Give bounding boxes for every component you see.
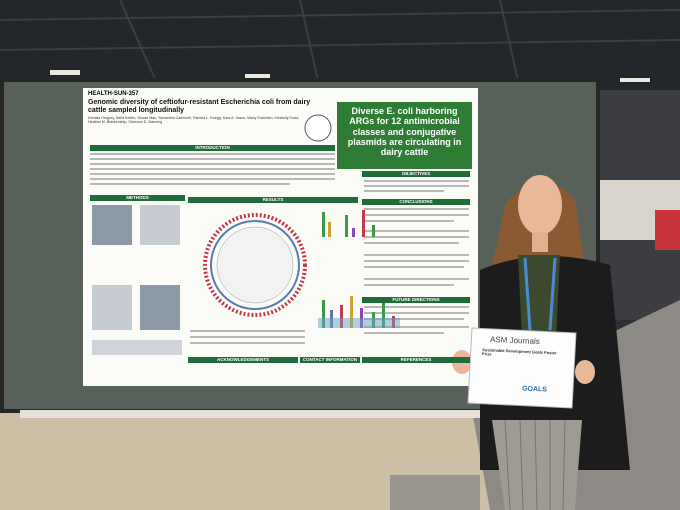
section-heading: OBJECTIVES	[362, 171, 470, 177]
poster-headline: Diverse E. coli harboring ARGs for 12 an…	[347, 106, 462, 158]
section-heading: RESULTS	[188, 197, 358, 203]
section-heading: INTRODUCTION	[90, 145, 335, 151]
poster-authors: Denalia Gregory, Nelia Kettler, Xincan M…	[88, 116, 300, 124]
section-heading: REFERENCES	[362, 357, 470, 363]
section-heading: FUTURE DIRECTIONS	[362, 297, 470, 303]
certificate-goals: GOALS	[521, 385, 548, 394]
section-heading: CONTACT INFORMATION	[300, 357, 360, 363]
section-heading: ACKNOWLEDGEMENTS	[188, 357, 298, 363]
section-heading: METHODS	[90, 195, 185, 201]
section-heading: CONCLUSIONS	[362, 199, 470, 205]
poster-code: HEALTH-SUN-357	[88, 91, 139, 97]
poster-title: Genomic diversity of ceftiofur-resistant…	[88, 99, 311, 114]
